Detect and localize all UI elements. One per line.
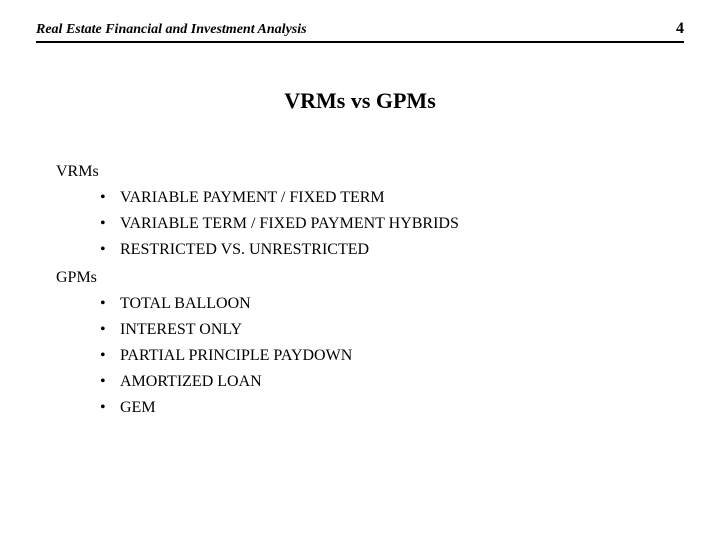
list-item: VARIABLE PAYMENT / FIXED TERM: [100, 186, 664, 210]
list-item: TOTAL BALLOON: [100, 292, 664, 316]
list-item: INTEREST ONLY: [100, 318, 664, 342]
content-area: VRMs VARIABLE PAYMENT / FIXED TERM VARIA…: [56, 160, 664, 424]
list-item: GEM: [100, 396, 664, 420]
list-item: AMORTIZED LOAN: [100, 370, 664, 394]
gpms-list: TOTAL BALLOON INTEREST ONLY PARTIAL PRIN…: [100, 292, 664, 420]
slide-title: VRMs vs GPMs: [0, 88, 720, 114]
vrms-list: VARIABLE PAYMENT / FIXED TERM VARIABLE T…: [100, 186, 664, 262]
header-title: Real Estate Financial and Investment Ana…: [36, 22, 307, 38]
list-item: PARTIAL PRINCIPLE PAYDOWN: [100, 344, 664, 368]
section-label-gpms: GPMs: [56, 266, 664, 290]
list-item: RESTRICTED VS. UNRESTRICTED: [100, 238, 664, 262]
list-item: VARIABLE TERM / FIXED PAYMENT HYBRIDS: [100, 212, 664, 236]
page-header: Real Estate Financial and Investment Ana…: [36, 20, 684, 43]
section-label-vrms: VRMs: [56, 160, 664, 184]
page-number: 4: [676, 20, 684, 38]
